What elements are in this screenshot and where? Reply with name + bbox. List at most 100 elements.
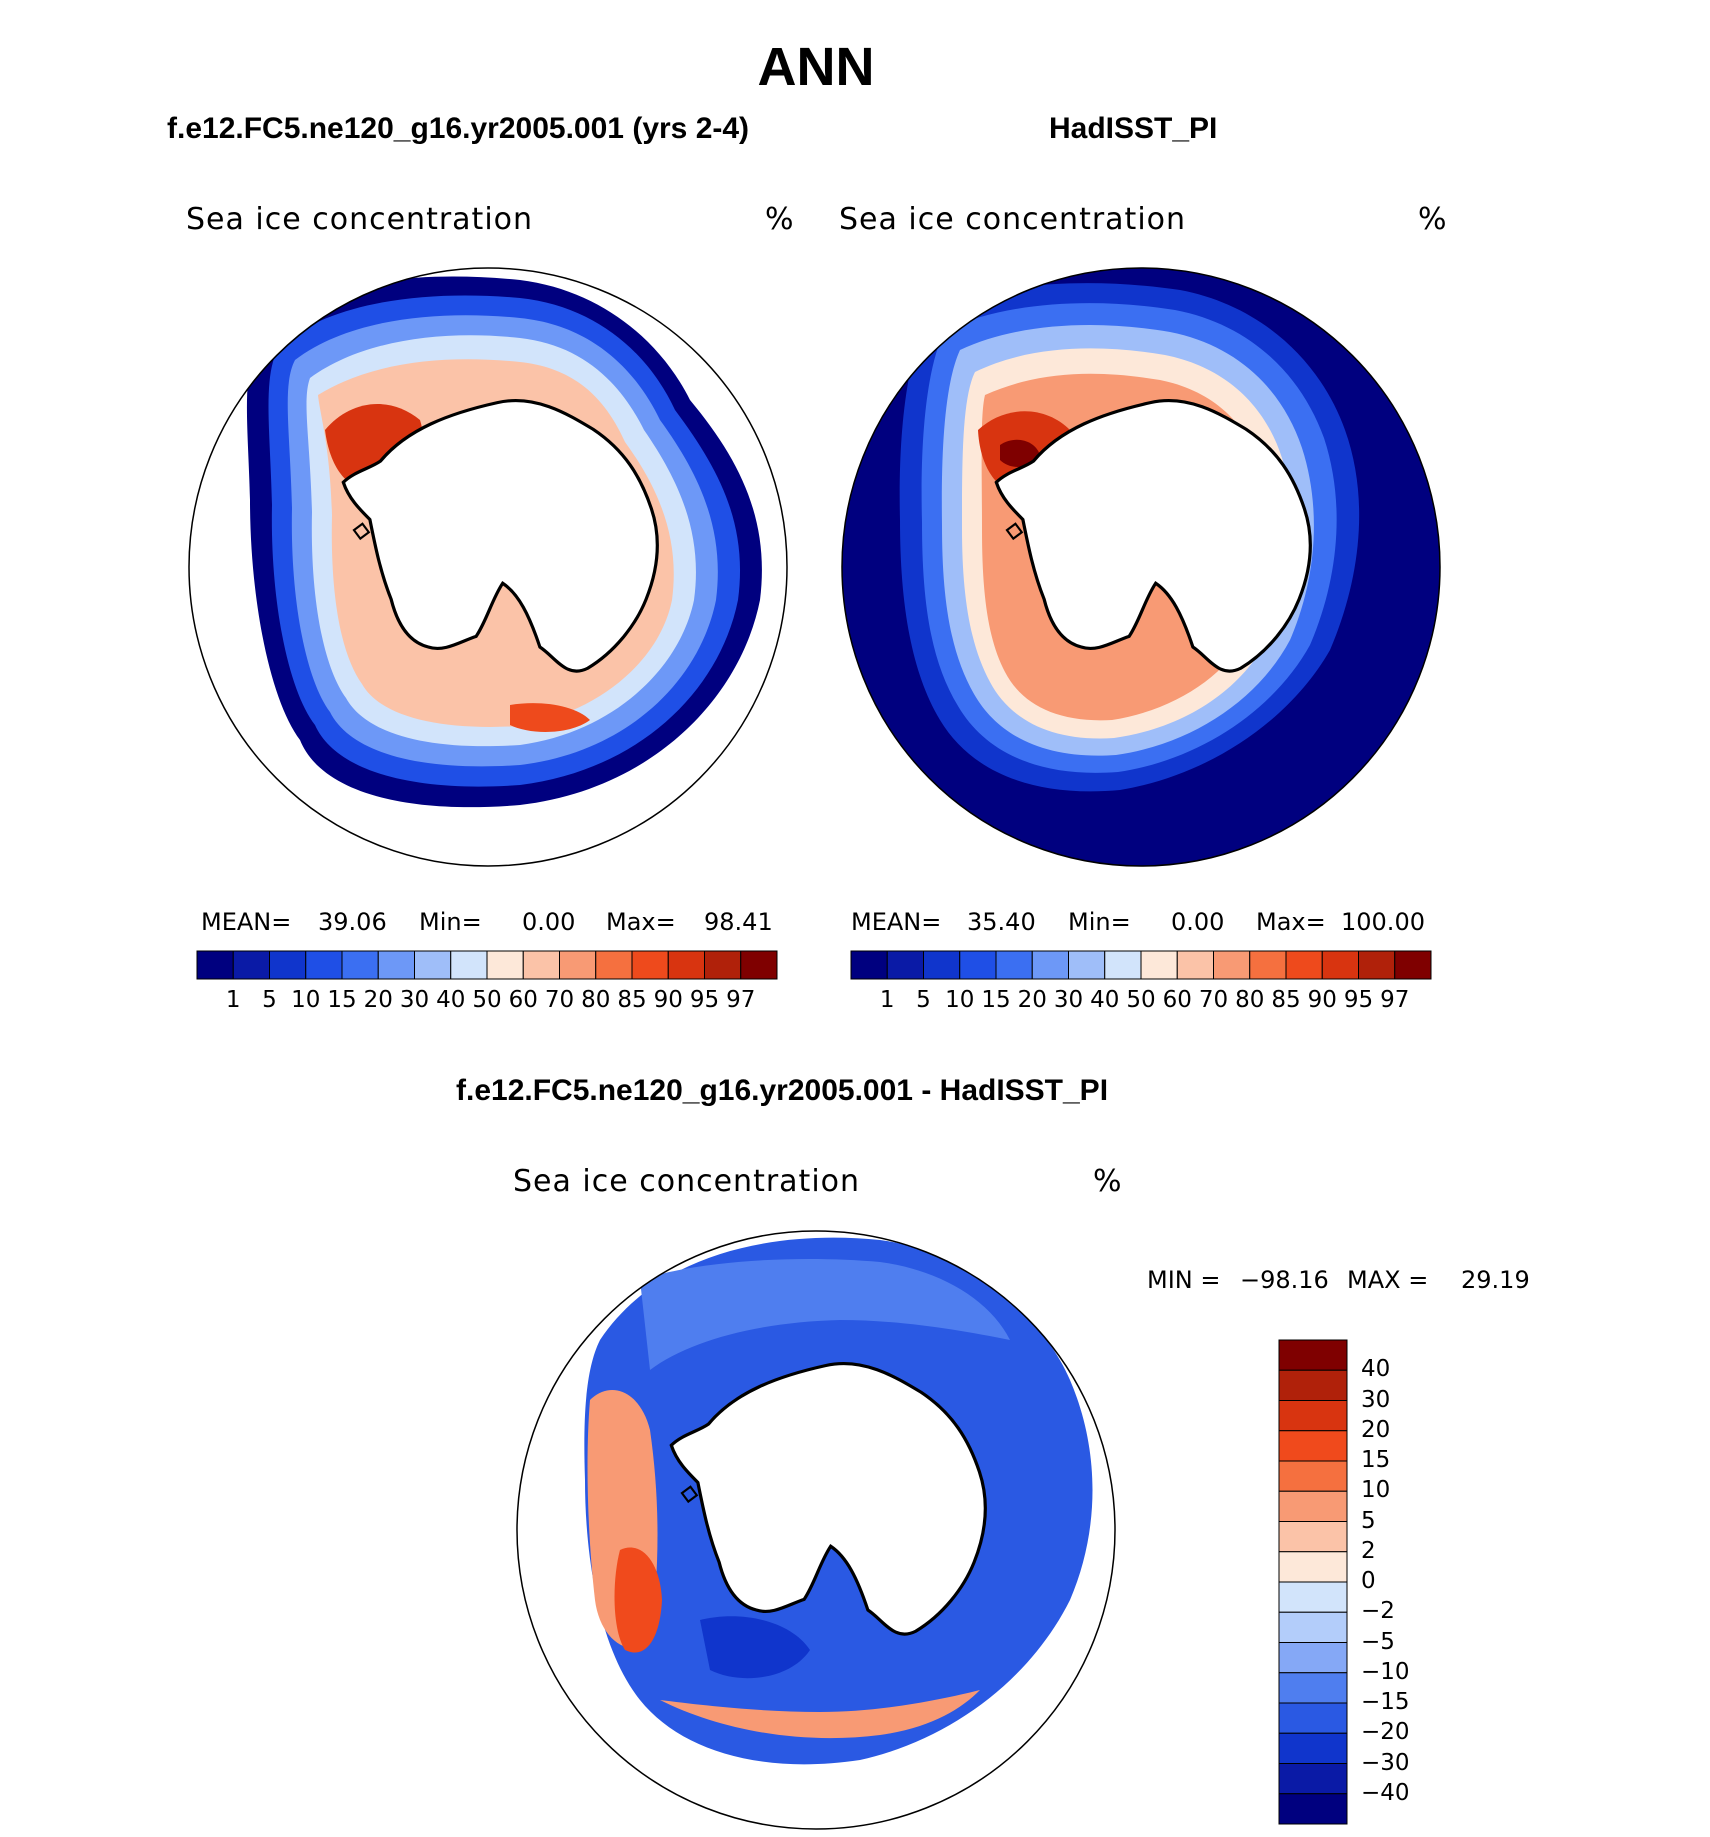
- colorbar-swatch-obs: [1358, 950, 1396, 980]
- colorbar-tick-label-model: 20: [363, 987, 393, 1013]
- stat-max-label-model: Max=: [606, 908, 676, 936]
- colorbar-swatch-diff: [1278, 1369, 1348, 1401]
- map-boundary-obs: [841, 267, 1441, 867]
- stat-max-label-obs: Max=: [1256, 908, 1326, 936]
- colorbar-tick-label-obs: 60: [1162, 987, 1192, 1013]
- stat-min-label-diff: MIN =: [1147, 1266, 1221, 1294]
- colorbar-swatch-obs: [1176, 950, 1214, 980]
- colorbar-swatch-model: [667, 950, 705, 980]
- colorbar-swatch-model: [269, 950, 307, 980]
- colorbar-swatch-diff: [1278, 1460, 1348, 1492]
- colorbar-swatch-obs: [1321, 950, 1359, 980]
- colorbar-tick-label-diff: −5: [1361, 1628, 1395, 1655]
- colorbar-tick-label-model: 90: [653, 987, 683, 1013]
- colorbar-swatch-diff: [1278, 1400, 1348, 1432]
- stat-max-value-model: 98.41: [704, 908, 773, 936]
- colorbar-swatch-model: [559, 950, 597, 980]
- colorbar-swatch-model: [341, 950, 379, 980]
- colorbar-tick-label-diff: 2: [1361, 1537, 1376, 1564]
- colorbar-swatch-obs: [923, 950, 961, 980]
- colorbar-swatch-obs: [1140, 950, 1178, 980]
- colorbar-tick-label-obs: 15: [981, 987, 1011, 1013]
- colorbar-swatch-model: [377, 950, 415, 980]
- colorbar-tick-label-diff: 40: [1361, 1356, 1391, 1383]
- panel-title-obs: HadISST_PI: [1049, 112, 1218, 145]
- stat-min-label-obs: Min=: [1068, 908, 1131, 936]
- panel-title-model: f.e12.FC5.ne120_g16.yr2005.001 (yrs 2-4): [167, 112, 750, 145]
- colorbar-swatch-model: [486, 950, 524, 980]
- units-label-model: %: [765, 202, 795, 237]
- colorbar-obs: [850, 950, 1432, 980]
- colorbar-tick-label-obs: 95: [1343, 987, 1374, 1013]
- map-boundary-model: [188, 267, 788, 867]
- colorbar-tick-label-model: 40: [436, 987, 466, 1013]
- colorbar-tick-label-diff: 0: [1361, 1568, 1376, 1594]
- colorbar-tick-label-obs: 50: [1126, 987, 1156, 1013]
- colorbar-tick-label-model: 97: [726, 987, 756, 1013]
- colorbar-tick-label-diff: −20: [1361, 1719, 1410, 1746]
- stat-max-value-diff: 29.19: [1461, 1266, 1530, 1294]
- colorbar-swatch-diff: [1278, 1702, 1348, 1734]
- variable-label-obs: Sea ice concentration: [839, 202, 1187, 237]
- colorbar-tick-label-model: 1: [225, 987, 241, 1013]
- colorbar-tick-label-obs: 1: [879, 987, 895, 1013]
- colorbar-tick-label-diff: 15: [1361, 1447, 1391, 1473]
- panel-title-diff: f.e12.FC5.ne120_g16.yr2005.001 - HadISST…: [456, 1074, 1109, 1107]
- colorbar-tick-label-obs: 70: [1198, 987, 1229, 1013]
- colorbar-swatch-obs: [995, 950, 1033, 980]
- colorbar-swatch-obs: [1394, 950, 1432, 980]
- colorbar-swatch-diff: [1278, 1642, 1348, 1674]
- colorbar-swatch-model: [631, 950, 669, 980]
- colorbar-tick-label-obs: 97: [1380, 987, 1410, 1013]
- units-label-obs: %: [1418, 202, 1448, 237]
- colorbar-tick-label-model: 50: [472, 987, 502, 1013]
- stat-max-value-obs: 100.00: [1341, 908, 1425, 936]
- colorbar-swatch-model: [232, 950, 270, 980]
- colorbar-swatch-diff: [1278, 1521, 1348, 1553]
- colorbar-swatch-model: [740, 950, 778, 980]
- colorbar-tick-label-obs: 40: [1090, 987, 1120, 1013]
- colorbar-swatch-obs: [1249, 950, 1287, 980]
- stat-min-label-model: Min=: [419, 908, 482, 936]
- stat-mean-value-obs: 35.40: [967, 908, 1036, 936]
- stat-min-value-obs: 0.00: [1171, 908, 1225, 936]
- colorbar-swatch-diff: [1278, 1611, 1348, 1643]
- colorbar-tick-label-diff: 10: [1361, 1477, 1391, 1504]
- colorbar-swatch-diff: [1278, 1339, 1348, 1371]
- colorbar-swatch-model: [595, 950, 633, 980]
- colorbar-swatch-diff: [1278, 1763, 1348, 1795]
- colorbar-tick-label-diff: −40: [1361, 1779, 1410, 1806]
- colorbar-swatch-obs: [850, 950, 888, 980]
- colorbar-tick-label-diff: 5: [1361, 1507, 1376, 1534]
- map-boundary-diff: [516, 1230, 1116, 1830]
- colorbar-tick-label-model: 70: [544, 987, 575, 1013]
- figure-title: ANN: [757, 37, 875, 97]
- colorbar-swatch-obs: [1104, 950, 1142, 980]
- colorbar-swatch-diff: [1278, 1490, 1348, 1522]
- colorbar-swatch-diff: [1278, 1551, 1348, 1583]
- colorbar-swatch-model: [522, 950, 560, 980]
- stat-min-value-diff: −98.16: [1240, 1266, 1329, 1294]
- stat-max-label-diff: MAX =: [1347, 1266, 1429, 1294]
- map-obs: [841, 267, 1441, 867]
- units-label-diff: %: [1093, 1164, 1123, 1199]
- colorbar-tick-label-obs: 20: [1017, 987, 1047, 1013]
- colorbar-swatch-diff: [1278, 1732, 1348, 1764]
- colorbar-swatch-obs: [1068, 950, 1106, 980]
- variable-label-model: Sea ice concentration: [186, 202, 534, 237]
- colorbar-tick-label-obs: 30: [1053, 987, 1084, 1013]
- colorbar-swatch-diff: [1278, 1430, 1348, 1462]
- colorbar-swatch-diff: [1278, 1793, 1348, 1825]
- colorbar-model: [196, 950, 778, 980]
- colorbar-tick-label-model: 30: [399, 987, 430, 1013]
- colorbar-tick-label-diff: 30: [1361, 1386, 1391, 1413]
- colorbar-tick-label-obs: 85: [1271, 987, 1301, 1013]
- colorbar-tick-label-diff: −15: [1361, 1689, 1410, 1715]
- colorbar-swatch-obs: [1213, 950, 1251, 980]
- colorbar-swatch-model: [305, 950, 343, 980]
- colorbar-tick-label-model: 10: [291, 987, 321, 1013]
- colorbar-tick-label-model: 80: [581, 987, 611, 1013]
- stat-min-value-model: 0.00: [522, 908, 576, 936]
- colorbar-tick-label-diff: 20: [1361, 1416, 1391, 1443]
- colorbar-tick-label-diff: −2: [1361, 1598, 1395, 1625]
